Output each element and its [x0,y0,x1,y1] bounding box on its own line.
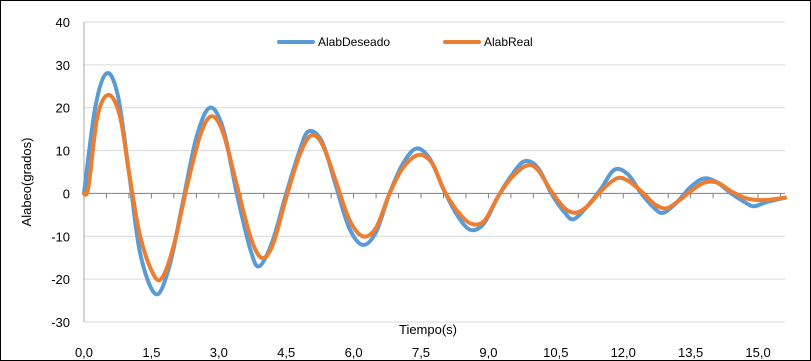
x-tick-label: 13,5 [678,345,703,360]
y-tick-label: 10 [56,144,70,159]
y-tick-label: 20 [56,101,70,116]
x-axis-title: Tiempo(s) [399,322,457,337]
tick-layer: 40 30 20 10 0 -10 -20 -30 0,0 1,5 3,0 4,5 6,0 7,5 9,0 1… [51,15,770,360]
grid-layer [84,21,785,323]
series-line-alabreal [82,92,787,283]
x-tick-label: 7,5 [412,345,430,360]
y-axis-title: Alabeo(grados) [19,138,34,227]
y-tick-label: -10 [51,229,70,244]
x-tick-label: 10,5 [543,345,568,360]
legend-label-alabreal: AlabReal [484,35,533,49]
y-tick-label: 30 [56,58,70,73]
x-tick-label: 4,5 [277,345,295,360]
legend-label-alabdeseado: AlabDeseado [318,35,390,49]
series-layer [82,71,787,297]
x-tick-label: 6,0 [345,345,363,360]
x-tick-label: 0,0 [75,345,93,360]
legend: AlabDeseado AlabReal [277,35,533,49]
x-tick-label: 15,0 [745,345,770,360]
x-tick-label: 12,0 [611,345,636,360]
x-tick-label: 1,5 [142,345,160,360]
x-tick-label: 3,0 [210,345,228,360]
y-tick-label: 0 [63,186,70,201]
y-tick-label: -30 [51,315,70,330]
x-tick-label: 9,0 [479,345,497,360]
y-tick-label: 40 [56,15,70,30]
y-tick-label: -20 [51,272,70,287]
